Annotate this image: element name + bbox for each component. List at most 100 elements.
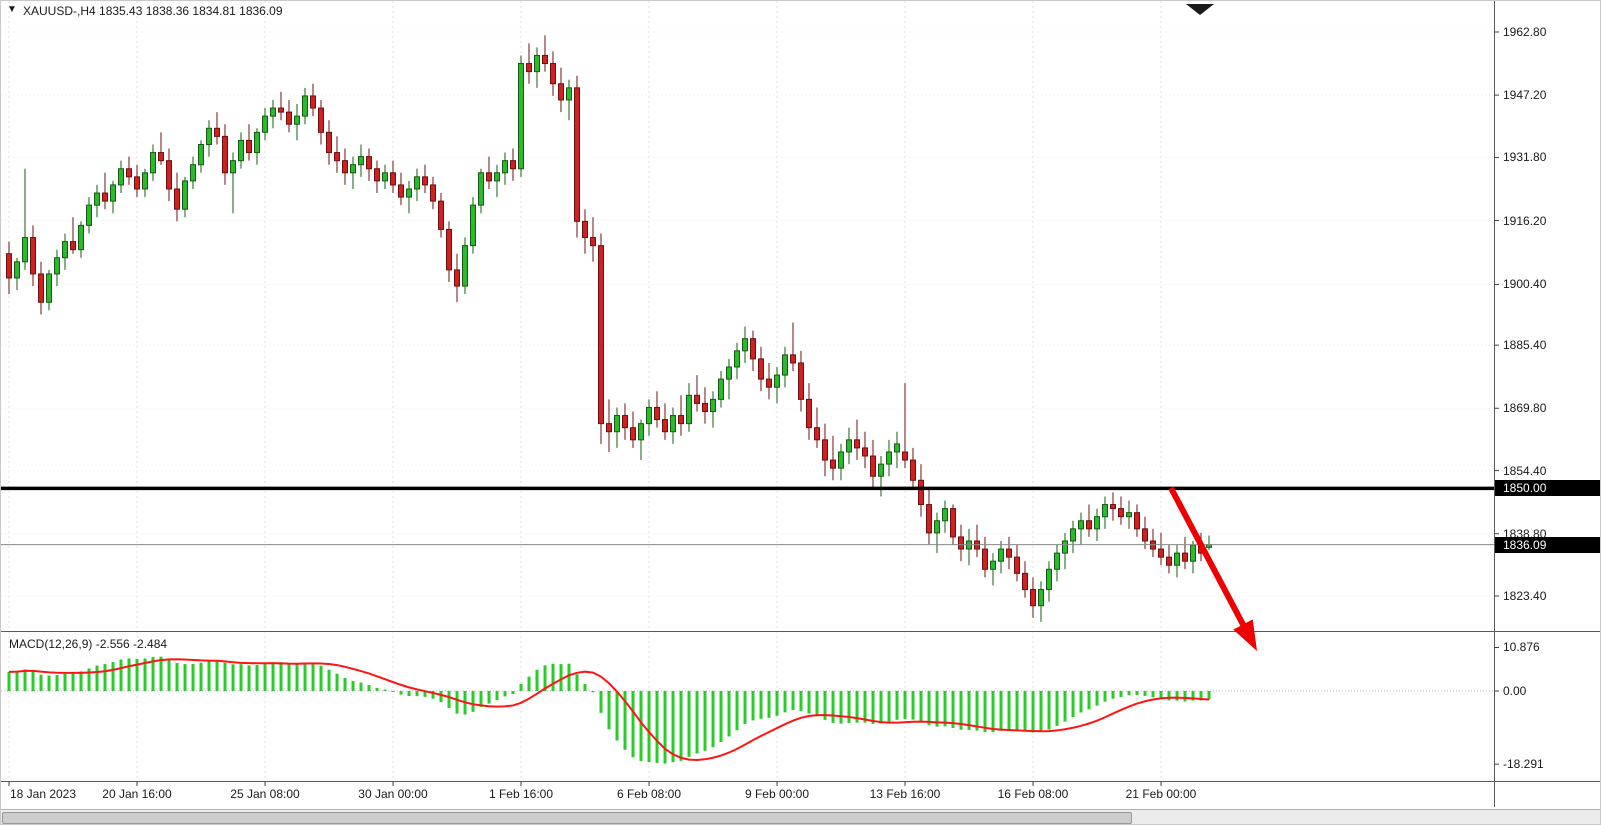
candle-body <box>430 184 436 202</box>
candle-body <box>566 87 572 101</box>
candle-body <box>950 508 956 538</box>
candle-body <box>1038 589 1044 607</box>
candle-body <box>998 548 1004 562</box>
candle-body <box>870 455 876 477</box>
price-axis-label: 1947.20 <box>1503 88 1547 103</box>
candle-body <box>150 152 156 174</box>
candle-body <box>558 83 564 101</box>
candle-body <box>86 204 92 226</box>
candle-body <box>334 152 340 162</box>
price-axis-label: 1900.40 <box>1503 277 1547 292</box>
chart-shift-marker[interactable] <box>1186 4 1214 15</box>
candle-body <box>526 63 532 73</box>
candle-body <box>702 402 708 413</box>
candle-body <box>214 127 220 137</box>
candle-body <box>934 520 940 534</box>
candle-body <box>854 439 860 449</box>
candle-body <box>574 87 580 222</box>
candle-body <box>446 228 452 271</box>
candle-body <box>142 172 148 190</box>
price-axis-label: 1962.80 <box>1503 24 1547 39</box>
candle-body <box>470 204 476 247</box>
time-axis-label: 25 Jan 08:00 <box>230 787 300 801</box>
price-axis-label: 1823.40 <box>1503 588 1547 603</box>
candle-body <box>62 241 68 259</box>
candle-body <box>782 354 788 376</box>
candle-body <box>910 459 916 481</box>
candle-body <box>918 479 924 506</box>
trend-arrow-head[interactable] <box>1233 619 1257 651</box>
candle-body <box>798 362 804 400</box>
candle-body <box>438 200 444 230</box>
candle-body <box>182 180 188 210</box>
candle-body <box>230 160 236 174</box>
candle-body <box>622 415 628 429</box>
candle-body <box>1134 512 1140 530</box>
candle-body <box>894 443 900 453</box>
candle-body <box>1070 528 1076 542</box>
candle-body <box>238 139 244 162</box>
candle-body <box>678 415 684 425</box>
candle-body <box>1126 512 1132 518</box>
candle-body <box>246 139 252 154</box>
candle-body <box>310 95 316 109</box>
candle-body <box>406 188 412 198</box>
candle-body <box>38 273 44 303</box>
candle-body <box>494 172 500 182</box>
candle-body <box>414 176 420 190</box>
macd-axis-label: -18.291 <box>1503 757 1544 772</box>
candle-body <box>398 184 404 198</box>
price-tag-1836.09: 1836.09 <box>1495 536 1600 553</box>
candle-body <box>1102 504 1108 518</box>
candle-body <box>94 192 100 206</box>
candle-body <box>990 560 996 570</box>
macd-signal-line <box>8 658 1210 762</box>
candle-body <box>550 63 556 85</box>
symbol-info: XAUUSD-,H4 1835.43 1838.36 1834.81 1836.… <box>23 4 283 18</box>
candle-body <box>598 245 604 425</box>
candle-body <box>614 415 620 433</box>
candle-body <box>926 504 932 534</box>
candle-body <box>294 115 300 125</box>
candle-body <box>302 95 308 117</box>
candle-body <box>1006 548 1012 558</box>
trend-arrow-shaft[interactable] <box>1168 486 1249 632</box>
candle-body <box>14 261 20 279</box>
time-axis-label: 16 Feb 08:00 <box>997 787 1069 801</box>
candle-body <box>6 253 12 279</box>
candle-body <box>110 184 116 202</box>
candle-body <box>1166 556 1172 566</box>
time-axis-label: 21 Feb 00:00 <box>1125 787 1197 801</box>
candle-body <box>830 459 836 469</box>
candle-body <box>502 160 508 174</box>
candle-body <box>70 241 76 251</box>
horizontal-scrollbar-track[interactable] <box>1 809 1600 824</box>
candle-body <box>454 269 460 287</box>
price-axis-label: 1885.40 <box>1503 338 1547 353</box>
time-axis-label: 18 Jan 2023 <box>9 787 77 801</box>
candle-body <box>958 536 964 550</box>
candle-body <box>750 338 756 360</box>
candle-body <box>606 423 612 433</box>
candle-body <box>254 131 260 154</box>
candle-body <box>534 54 540 73</box>
candle-body <box>638 423 644 441</box>
horizontal-scrollbar-handle[interactable] <box>2 812 1132 824</box>
candle-body <box>630 427 636 441</box>
candle-body <box>190 164 196 182</box>
price-axis-label: 1916.20 <box>1503 213 1547 228</box>
candle-body <box>902 451 908 461</box>
candle-body <box>790 354 796 364</box>
candle-body <box>158 152 164 162</box>
candle-body <box>222 135 228 174</box>
candle-body <box>942 508 948 522</box>
candle-body <box>478 172 484 206</box>
candle-body <box>518 63 524 170</box>
one-click-trading-arrow[interactable]: ▼ <box>7 4 17 15</box>
macd-axis-label: 10.876 <box>1503 640 1540 655</box>
candle-body <box>1174 552 1180 566</box>
candle-body <box>1118 508 1124 518</box>
candle-body <box>318 107 324 133</box>
